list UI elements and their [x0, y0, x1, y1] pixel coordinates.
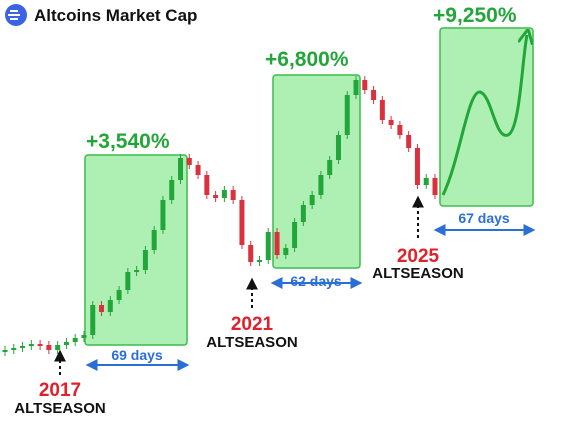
candle-body	[151, 230, 157, 250]
candle-body	[221, 190, 227, 198]
year-label: 2021	[231, 314, 274, 335]
candle-body	[160, 200, 166, 230]
gain-label: +6,800%	[265, 48, 349, 71]
candle-body	[11, 348, 17, 350]
candle-body	[116, 290, 122, 300]
candle-body	[432, 178, 438, 195]
candle-body	[406, 135, 412, 148]
candle-body	[388, 120, 394, 125]
candle-body	[142, 250, 148, 270]
season-label: ALTSEASON	[372, 265, 463, 282]
candle-body	[256, 260, 262, 262]
candle-body	[292, 222, 298, 248]
candle-body	[28, 344, 34, 346]
candle-body	[239, 200, 245, 245]
candle-body	[107, 300, 113, 312]
candle-body	[134, 270, 140, 272]
duration-label: 69 days	[111, 347, 163, 363]
year-label: 2017	[39, 380, 81, 401]
candle-body	[371, 90, 377, 100]
chart-title: Altcoins Market Cap	[34, 6, 197, 25]
duration-label: 62 days	[290, 273, 342, 289]
candle-body	[195, 165, 201, 175]
candle-body	[90, 305, 96, 335]
candle-body	[335, 135, 341, 160]
candle-body	[248, 245, 254, 262]
candle-body	[353, 80, 359, 95]
candle-body	[72, 338, 78, 342]
candle-body	[309, 195, 315, 205]
candle-body	[274, 232, 280, 255]
gain-label: +9,250%	[433, 4, 517, 27]
candle-body	[186, 158, 192, 165]
candle-body	[213, 195, 219, 198]
candle-body	[46, 345, 52, 350]
candle-body	[362, 80, 368, 90]
projection-curve	[441, 35, 527, 196]
candle-body	[20, 346, 26, 348]
season-label: ALTSEASON	[14, 400, 105, 417]
candle-body	[37, 344, 43, 346]
candle-body	[81, 335, 87, 338]
candle-body	[204, 175, 210, 195]
candle-body	[230, 190, 236, 200]
season-label: ALTSEASON	[206, 334, 297, 351]
candle-body	[55, 345, 61, 350]
candle-body	[63, 342, 69, 345]
candle-body	[99, 305, 105, 312]
gain-label: +3,540%	[86, 130, 170, 153]
candle-body	[169, 180, 175, 200]
candle-body	[379, 100, 385, 120]
season-box	[439, 27, 534, 207]
candle-body	[318, 175, 324, 195]
candle-body	[283, 248, 289, 255]
candle-body	[397, 125, 403, 135]
candle-body	[265, 232, 271, 260]
year-label: 2025	[397, 246, 440, 267]
duration-label: 67 days	[458, 210, 510, 226]
candle-body	[125, 272, 131, 290]
candle-body	[423, 178, 429, 185]
candle-body	[2, 350, 8, 352]
candle-body	[414, 148, 420, 185]
logo	[5, 4, 27, 26]
candle-body	[327, 160, 333, 175]
candle-body	[300, 205, 306, 222]
candle-body	[178, 158, 184, 180]
candle-body	[344, 95, 350, 135]
